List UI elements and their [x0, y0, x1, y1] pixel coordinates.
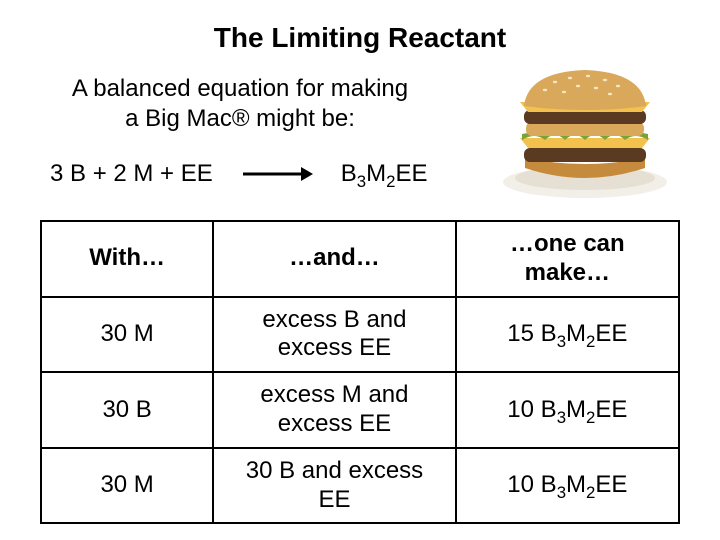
f1-2: 2: [586, 407, 595, 426]
f2M: M: [566, 471, 586, 498]
cell-and-1-l2: excess EE: [278, 410, 391, 437]
cell-make-0-n: 15: [507, 320, 540, 347]
table: With… …and… …one canmake… 30 M excess B …: [40, 220, 680, 524]
cell-and-0: excess B and excess EE: [213, 297, 455, 373]
f2B: B: [541, 471, 557, 498]
f0B: B: [541, 320, 557, 347]
eq-rhs-M: M: [366, 160, 386, 187]
table-row: 30 B excess M and excess EE 10 B3M2EE: [41, 372, 679, 448]
cell-and-1-l1: excess M and: [260, 381, 408, 408]
cell-and-0-l1: excess B and: [262, 306, 406, 333]
col-header-make-text: …one canmake…: [510, 230, 625, 286]
cell-make-2-n: 10: [507, 471, 540, 498]
cell-make-1: 10 B3M2EE: [456, 372, 679, 448]
arrow-icon: [241, 164, 313, 184]
table-row: 30 M excess B and excess EE 15 B3M2EE: [41, 297, 679, 373]
f1-3: 3: [557, 407, 566, 426]
col-header-make: …one canmake…: [456, 221, 679, 297]
slide: The Limiting Reactant A balanced equatio…: [0, 0, 720, 540]
table-row: 30 M 30 B and excess EE 10 B3M2EE: [41, 448, 679, 524]
cell-and-2-l1: 30 B and excess: [246, 457, 423, 484]
eq-rhs-EE: EE: [395, 160, 427, 187]
cell-make-0: 15 B3M2EE: [456, 297, 679, 373]
subtitle-line-1: A balanced equation for making: [72, 75, 408, 102]
cell-and-1: excess M and excess EE: [213, 372, 455, 448]
cell-with-1: 30 B: [41, 372, 213, 448]
cell-with-2: 30 M: [41, 448, 213, 524]
f1M: M: [566, 396, 586, 423]
cell-and-2: 30 B and excess EE: [213, 448, 455, 524]
col-header-with: With…: [41, 221, 213, 297]
cell-make-2: 10 B3M2EE: [456, 448, 679, 524]
burger-icon: [500, 60, 670, 200]
f0-2: 2: [586, 332, 595, 351]
cell-make-1-n: 10: [507, 396, 540, 423]
f0-3: 3: [557, 332, 566, 351]
table-header-row: With… …and… …one canmake…: [41, 221, 679, 297]
slide-subtitle: A balanced equation for making a Big Mac…: [50, 74, 430, 134]
cell-with-0: 30 M: [41, 297, 213, 373]
subtitle-line-2: a Big Mac® might be:: [125, 105, 355, 132]
equation-lhs: 3 B + 2 M + EE: [50, 160, 213, 188]
limiting-reactant-table: With… …and… …one canmake… 30 M excess B …: [40, 220, 680, 524]
f0EE: EE: [595, 320, 627, 347]
eq-rhs-3: 3: [357, 172, 366, 191]
f0M: M: [566, 320, 586, 347]
col-header-and: …and…: [213, 221, 455, 297]
equation-rhs: B3M2EE: [341, 160, 428, 188]
cell-and-2-l2: EE: [318, 486, 350, 513]
f2-2: 2: [586, 483, 595, 502]
f2-3: 3: [557, 483, 566, 502]
f1EE: EE: [595, 396, 627, 423]
cell-and-0-l2: excess EE: [278, 334, 391, 361]
f1B: B: [541, 396, 557, 423]
eq-rhs-B: B: [341, 160, 357, 187]
f2EE: EE: [595, 471, 627, 498]
slide-title: The Limiting Reactant: [0, 22, 720, 54]
